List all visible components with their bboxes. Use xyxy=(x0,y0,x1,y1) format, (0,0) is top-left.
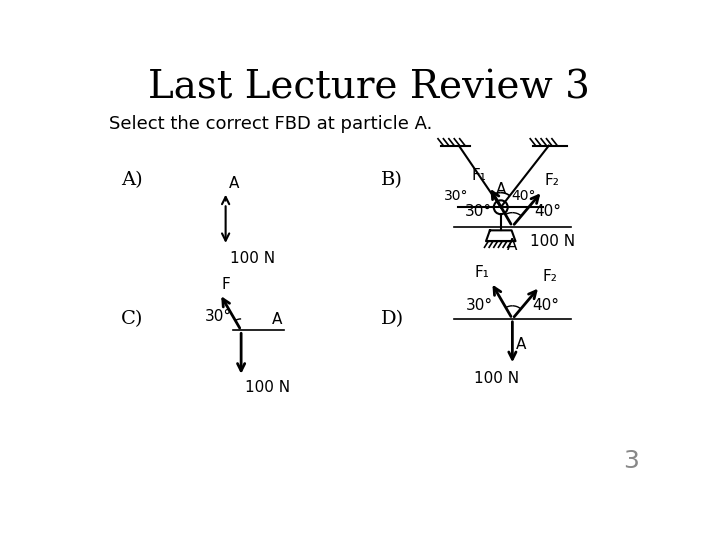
Text: 100 N: 100 N xyxy=(245,381,290,395)
Text: B): B) xyxy=(381,171,402,190)
Text: A: A xyxy=(496,182,507,197)
Text: A): A) xyxy=(121,171,143,190)
Text: 30°: 30° xyxy=(464,204,492,219)
Text: A: A xyxy=(229,176,239,191)
Text: F: F xyxy=(221,277,230,292)
Text: C): C) xyxy=(121,310,143,328)
Text: A: A xyxy=(272,312,282,327)
Text: D): D) xyxy=(381,310,404,328)
Text: Select the correct FBD at particle A.: Select the correct FBD at particle A. xyxy=(109,115,433,133)
Text: F₁: F₁ xyxy=(472,168,487,184)
Text: F₂: F₂ xyxy=(542,269,557,284)
Text: 3: 3 xyxy=(623,449,639,473)
Text: 30°: 30° xyxy=(466,298,493,313)
Text: 30°: 30° xyxy=(204,309,232,325)
Text: 100 N: 100 N xyxy=(530,234,575,248)
Text: 40°: 40° xyxy=(512,190,536,204)
Text: F₁: F₁ xyxy=(474,265,490,280)
Text: 100 N: 100 N xyxy=(474,372,518,386)
Text: F₂: F₂ xyxy=(544,173,559,188)
Text: 40°: 40° xyxy=(533,298,559,313)
Text: 40°: 40° xyxy=(534,204,561,219)
Text: A: A xyxy=(507,238,518,253)
Text: 100 N: 100 N xyxy=(230,251,274,266)
Text: Last Lecture Review 3: Last Lecture Review 3 xyxy=(148,70,590,106)
Text: A: A xyxy=(516,337,526,352)
Text: 30°: 30° xyxy=(444,190,468,204)
